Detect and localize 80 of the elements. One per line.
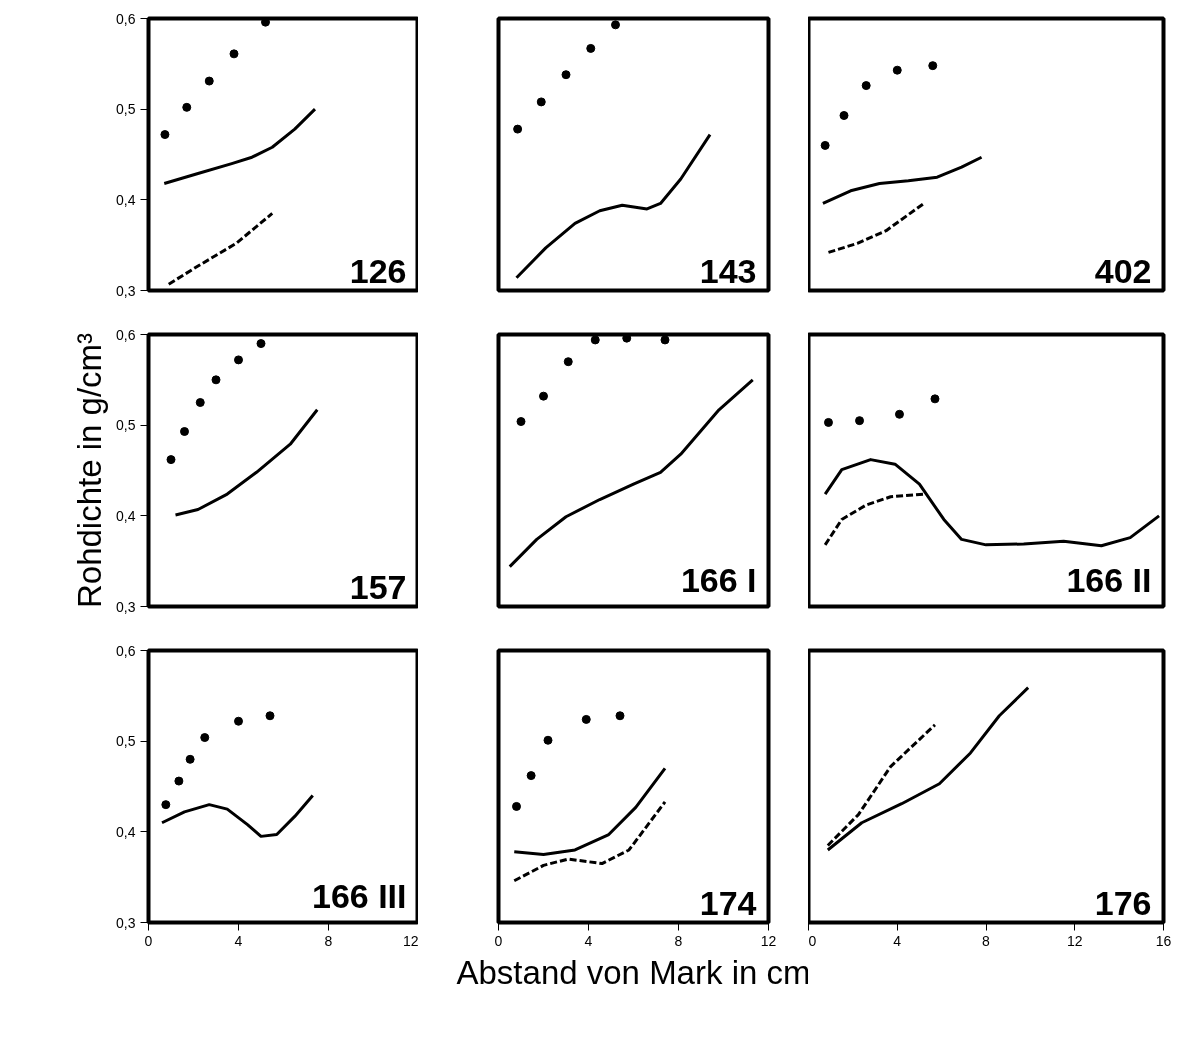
point bbox=[928, 61, 938, 71]
point bbox=[820, 140, 830, 150]
point bbox=[660, 335, 670, 345]
y-tick-label: 0,4 bbox=[116, 507, 136, 524]
point bbox=[586, 43, 596, 53]
point bbox=[855, 416, 865, 426]
y-tick-label: 0,6 bbox=[116, 642, 136, 659]
point bbox=[195, 398, 205, 407]
point bbox=[539, 391, 548, 401]
point bbox=[166, 455, 176, 465]
x-tick-label: 4 bbox=[893, 932, 902, 949]
y-tick-label: 0,4 bbox=[116, 191, 136, 208]
annotation: 176 bbox=[1094, 883, 1152, 922]
point bbox=[615, 711, 625, 721]
point bbox=[200, 733, 210, 743]
annotation: 157 bbox=[349, 567, 407, 606]
point bbox=[160, 130, 170, 140]
point bbox=[590, 335, 600, 345]
point bbox=[526, 771, 536, 781]
point bbox=[861, 81, 871, 91]
point bbox=[234, 355, 243, 365]
point bbox=[561, 70, 571, 80]
point bbox=[265, 711, 275, 721]
x-tick-label: 16 bbox=[1155, 932, 1172, 949]
x-tick-label: 0 bbox=[808, 932, 817, 949]
x-tick-label: 12 bbox=[402, 932, 419, 949]
point bbox=[823, 417, 833, 427]
point bbox=[536, 97, 546, 107]
point bbox=[930, 394, 940, 404]
y-tick-label: 0,3 bbox=[116, 282, 136, 299]
y-tick-label: 0,5 bbox=[116, 101, 136, 118]
y-tick-label: 0,4 bbox=[116, 823, 136, 840]
x-axis-title: Abstand von Mark in cm bbox=[456, 953, 811, 991]
point bbox=[839, 111, 849, 121]
annotation: 166 II bbox=[1066, 560, 1152, 599]
x-tick-label: 12 bbox=[760, 932, 777, 949]
point bbox=[185, 754, 195, 764]
point bbox=[180, 427, 189, 437]
line-series bbox=[167, 211, 274, 286]
y-axis-title: Rohdichte in g/cm³ bbox=[71, 332, 109, 609]
point bbox=[513, 124, 523, 134]
annotation: 166 III bbox=[311, 876, 407, 915]
annotation: 143 bbox=[699, 251, 757, 290]
x-tick-label: 0 bbox=[144, 932, 153, 949]
y-tick-label: 0,6 bbox=[116, 10, 136, 27]
point bbox=[182, 102, 192, 112]
annotation: 126 bbox=[349, 251, 407, 290]
annotation: 174 bbox=[699, 883, 757, 922]
point bbox=[894, 409, 904, 419]
annotation: 402 bbox=[1094, 251, 1152, 290]
point bbox=[204, 76, 214, 86]
x-tick-label: 8 bbox=[982, 932, 991, 949]
y-tick-label: 0,3 bbox=[116, 598, 136, 615]
point bbox=[174, 776, 184, 786]
point bbox=[892, 65, 902, 75]
point bbox=[512, 801, 521, 811]
point bbox=[161, 800, 171, 810]
x-tick-label: 4 bbox=[234, 932, 243, 949]
x-tick-label: 4 bbox=[584, 932, 593, 949]
x-tick-label: 12 bbox=[1066, 932, 1083, 949]
annotation: 166 I bbox=[680, 560, 757, 599]
y-tick-label: 0,3 bbox=[116, 914, 136, 931]
point bbox=[581, 714, 591, 724]
point bbox=[229, 49, 239, 59]
point bbox=[543, 735, 553, 745]
point bbox=[516, 417, 526, 427]
x-tick-label: 8 bbox=[324, 932, 333, 949]
x-tick-label: 8 bbox=[674, 932, 683, 949]
line-series bbox=[162, 107, 317, 186]
line-series bbox=[174, 408, 319, 517]
y-tick-label: 0,5 bbox=[116, 733, 136, 750]
point bbox=[211, 375, 221, 385]
x-tick-label: 0 bbox=[494, 932, 503, 949]
y-tick-label: 0,5 bbox=[116, 417, 136, 434]
point bbox=[611, 20, 620, 30]
point bbox=[234, 716, 243, 726]
line-series bbox=[160, 794, 315, 838]
point bbox=[563, 357, 573, 367]
point bbox=[256, 339, 266, 349]
y-tick-label: 0,6 bbox=[116, 326, 136, 343]
